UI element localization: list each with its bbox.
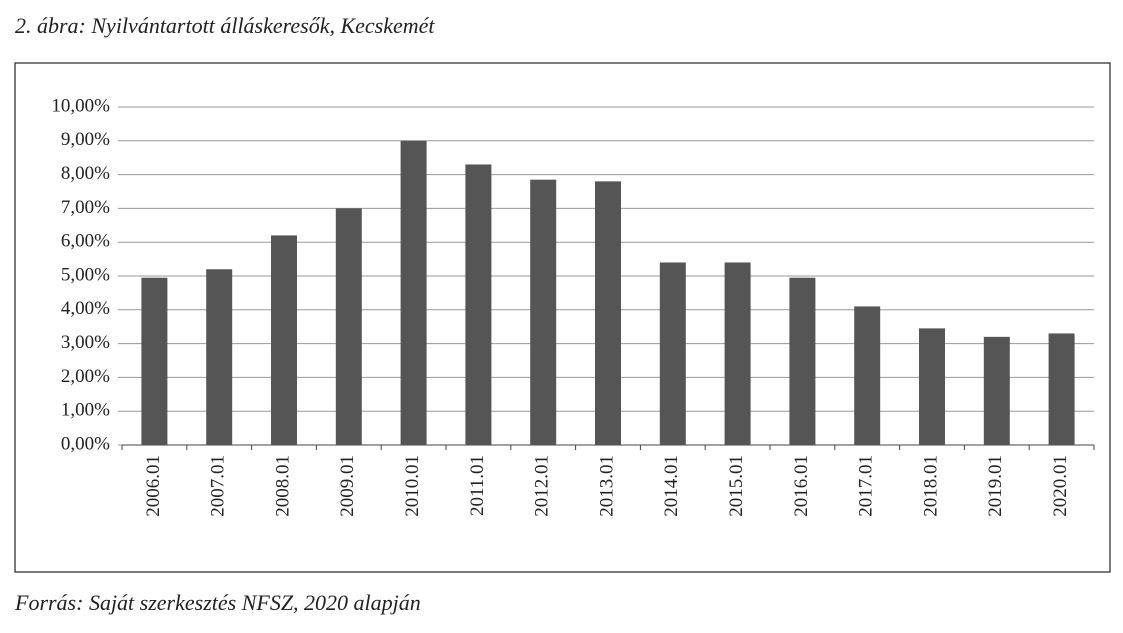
x-tick-label: 2015.01 <box>726 455 747 517</box>
chart-frame <box>14 62 1111 573</box>
x-tick-label: 2020.01 <box>1050 455 1071 517</box>
x-tick-label: 2016.01 <box>791 455 812 517</box>
chart-title: 2. ábra: Nyilvántartott álláskeresők, Ke… <box>15 13 435 38</box>
y-tick-label: 2,00% <box>61 366 110 387</box>
y-tick-label: 7,00% <box>61 197 110 218</box>
bar <box>271 235 297 445</box>
y-tick-label: 0,00% <box>61 433 110 454</box>
x-tick-label: 2017.01 <box>856 455 877 517</box>
x-tick-label: 2018.01 <box>920 455 941 517</box>
x-tick-label: 2013.01 <box>596 455 617 517</box>
bar <box>465 164 492 445</box>
y-tick-label: 3,00% <box>61 332 110 353</box>
x-tick-label: 2012.01 <box>532 455 553 517</box>
x-tick-label: 2019.01 <box>985 455 1006 517</box>
bar <box>530 179 557 446</box>
bar <box>724 262 751 445</box>
bar <box>659 262 686 445</box>
y-tick-label: 6,00% <box>61 231 110 252</box>
x-tick-label: 2010.01 <box>402 455 423 517</box>
y-tick-label: 4,00% <box>61 298 110 319</box>
x-tick-label: 2007.01 <box>208 455 229 517</box>
y-tick-label: 10,00% <box>51 95 110 116</box>
bar <box>983 336 1010 445</box>
x-tick-label: 2014.01 <box>661 455 682 517</box>
x-tick-label: 2011.01 <box>467 455 488 516</box>
y-tick-label: 1,00% <box>61 400 110 421</box>
bar <box>141 277 168 445</box>
bar <box>789 277 816 445</box>
bar <box>854 306 881 445</box>
bar <box>595 181 621 446</box>
y-tick-label: 5,00% <box>61 264 110 285</box>
y-tick-label: 9,00% <box>61 129 110 150</box>
x-tick-label: 2009.01 <box>337 455 358 517</box>
y-tick-label: 8,00% <box>61 163 110 184</box>
bar <box>919 328 945 445</box>
bar <box>400 140 427 446</box>
bar <box>335 208 362 445</box>
x-tick-label: 2006.01 <box>143 455 164 517</box>
x-tick-label: 2008.01 <box>272 455 293 517</box>
bar <box>206 269 233 445</box>
chart-source: Forrás: Saját szerkesztés NFSZ, 2020 ala… <box>14 590 421 615</box>
bar <box>1048 333 1075 445</box>
